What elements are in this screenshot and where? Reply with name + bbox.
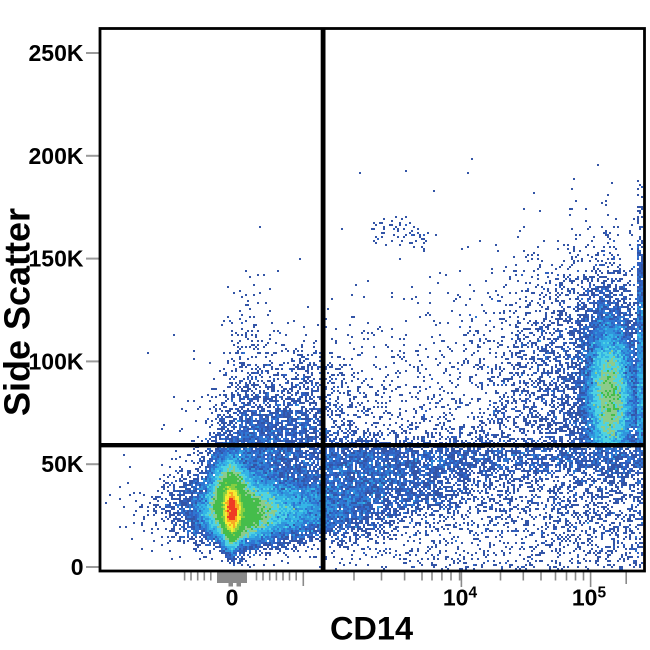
svg-text:150K: 150K bbox=[29, 246, 84, 272]
svg-text:0: 0 bbox=[226, 585, 239, 611]
svg-text:50K: 50K bbox=[41, 451, 84, 477]
svg-text:105: 105 bbox=[572, 585, 607, 611]
svg-text:104: 104 bbox=[443, 585, 478, 611]
svg-text:100K: 100K bbox=[29, 348, 84, 374]
svg-text:200K: 200K bbox=[29, 143, 84, 169]
svg-text:250K: 250K bbox=[29, 40, 84, 66]
svg-text:Side Scatter: Side Scatter bbox=[0, 208, 38, 416]
svg-text:0: 0 bbox=[71, 554, 84, 580]
svg-text:CD14: CD14 bbox=[330, 611, 413, 647]
